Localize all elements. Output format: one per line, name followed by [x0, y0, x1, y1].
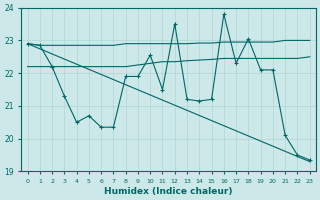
X-axis label: Humidex (Indice chaleur): Humidex (Indice chaleur): [104, 187, 233, 196]
